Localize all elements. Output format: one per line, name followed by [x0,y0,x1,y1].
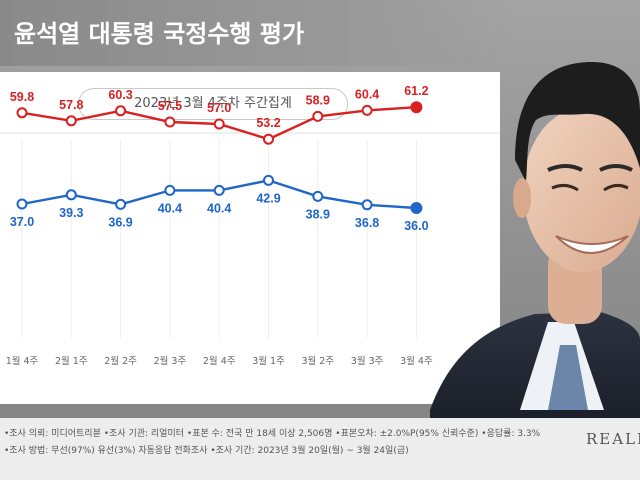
x-tick-label: 3월 2주 [302,355,335,367]
survey-info-line-1: •조사 의뢰: 미디어트리뷴 •조사 기관: 리얼미터 •표본 수: 전국 만 … [4,429,541,439]
data-point [164,184,176,196]
data-point [164,116,176,128]
footer [0,418,640,480]
data-label: 57.5 [158,99,182,113]
data-point [65,115,77,127]
data-point [115,105,127,117]
data-label: 39.3 [59,206,83,220]
x-tick-label: 3월 4주 [400,355,433,367]
x-tick-label: 2월 2주 [104,355,137,367]
data-label: 40.4 [207,201,231,215]
data-point [410,101,423,114]
x-tick-label: 1월 4주 [6,355,39,367]
data-label: 42.9 [256,191,280,205]
data-label: 57.8 [59,98,83,112]
data-label: 61.2 [404,84,428,98]
page-title: 윤석열 대통령 국정수행 평가 [14,20,305,48]
data-point [65,189,77,201]
x-axis-labels: 1월 4주 2월 1주 2월 2주 2월 3주 2월 4주 3월 1주 3월 2주 3월 3주… [6,355,433,367]
data-label: 38.9 [306,207,330,221]
data-label: 37.0 [10,215,34,229]
data-label: 58.9 [306,93,330,107]
x-tick-label: 3월 3주 [351,355,384,367]
data-label: 36.8 [355,216,379,230]
data-label: 59.8 [10,90,34,104]
data-point [361,199,373,211]
x-tick-label: 2월 3주 [154,355,187,367]
brand-logo: REALMETER [586,430,640,448]
data-point [312,190,324,202]
data-label: 40.4 [158,201,182,215]
series-points [16,101,423,214]
data-label: 36.0 [404,219,428,233]
data-label: 57.0 [207,101,231,115]
data-point [361,104,373,116]
data-point [263,133,274,145]
data-labels: 59.8 57.8 60.3 57.5 57.0 53.2 58.9 60.4 61.2 37.0… [10,84,429,233]
title-band [0,0,520,66]
data-point [213,118,225,130]
x-tick-label: 3월 1주 [252,355,285,367]
data-label: 36.9 [108,215,132,229]
data-point [16,107,28,119]
data-label: 53.2 [256,116,280,130]
data-label: 60.4 [355,87,379,101]
data-point [312,110,324,122]
data-point [16,198,28,210]
x-tick-label: 2월 1주 [55,355,88,367]
data-point [213,184,225,196]
data-point [263,174,274,186]
survey-info-line-2: •조사 방법: 무선(97%) 유선(3%) 자동응답 전화조사 •조사 기간:… [4,446,409,456]
x-tick-label: 2월 4주 [203,355,236,367]
data-point [410,202,423,214]
gridlines [21,140,417,338]
data-label: 60.3 [108,88,132,102]
data-point [115,198,127,210]
